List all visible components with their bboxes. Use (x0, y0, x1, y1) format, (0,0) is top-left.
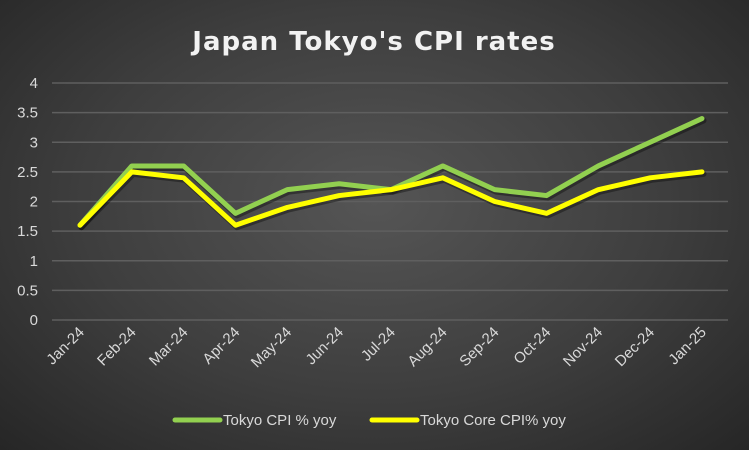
x-tick-label: Apr-24 (199, 324, 243, 368)
y-tick-label: 2.5 (17, 164, 38, 181)
y-tick-label: 1.5 (17, 223, 38, 240)
chart-title: Japan Tokyo's CPI rates (190, 27, 555, 57)
series-shadow (78, 117, 707, 231)
x-tick-label: Sep-24 (456, 324, 502, 370)
x-tick-label: Nov-24 (560, 324, 606, 370)
y-tick-label: 3.5 (17, 105, 38, 122)
legend-label: Tokyo Core CPI% yoy (420, 412, 566, 429)
x-tick-label: Jul-24 (358, 324, 399, 365)
y-tick-label: 0 (30, 312, 38, 329)
y-tick-label: 4 (30, 75, 38, 92)
x-tick-label: Aug-24 (404, 324, 450, 370)
x-tick-label: Jan-24 (43, 324, 87, 368)
x-tick-label: May-24 (248, 324, 295, 371)
y-tick-label: 1 (30, 253, 38, 270)
legend-label: Tokyo CPI % yoy (223, 412, 337, 429)
x-tick-label: Jan-25 (665, 324, 709, 368)
x-tick-label: Jun-24 (303, 324, 347, 368)
x-tick-label: Dec-24 (612, 324, 658, 370)
series-shadow (78, 170, 707, 231)
y-tick-label: 0.5 (17, 282, 38, 299)
y-tick-label: 3 (30, 134, 38, 151)
y-tick-label: 2 (30, 194, 38, 211)
x-tick-label: Mar-24 (146, 324, 192, 370)
x-tick-label: Oct-24 (510, 324, 554, 368)
x-tick-label: Feb-24 (94, 324, 140, 370)
